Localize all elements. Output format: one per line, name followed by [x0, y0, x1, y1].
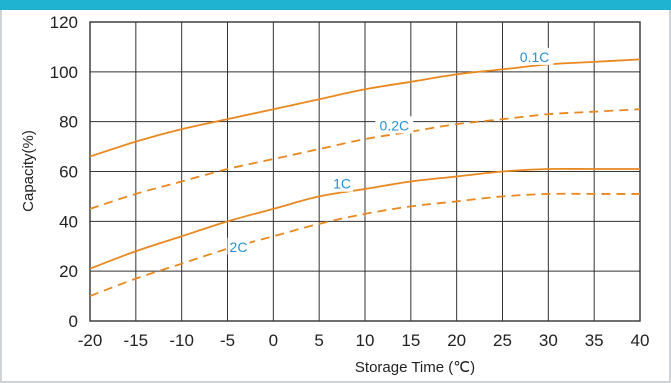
grid: [89, 21, 641, 322]
y-axis-title: Capacity(%): [20, 130, 37, 212]
header-bar: [0, 0, 671, 10]
plot-border: [89, 21, 641, 322]
series-label: 2C: [230, 239, 248, 255]
x-tick-label: -20: [78, 331, 103, 350]
series-labels: 0.1C 0.2C 1C 2C: [227, 47, 554, 255]
x-tick-label: -5: [220, 331, 235, 350]
series-line-1C: [89, 167, 640, 270]
series-label-bg: [375, 116, 414, 134]
x-tick-label: 0: [269, 331, 278, 350]
y-tick-label: 100: [50, 63, 78, 82]
x-tick-label: 5: [314, 331, 323, 350]
x-tick-label: -10: [169, 331, 194, 350]
x-tick-label: 40: [631, 331, 650, 350]
x-tick-label: 15: [401, 331, 420, 350]
y-tick-label: 60: [59, 163, 78, 182]
series-label: 1C: [333, 176, 351, 192]
x-tick-label: 25: [493, 331, 512, 350]
tick-labels: -20 -15 -10 -5 0 5 10 15 20 25 30 35 40 0 20 40 60 80 100 1…: [50, 13, 650, 350]
series-label: 0.2C: [380, 117, 410, 133]
series-label: 0.1C: [520, 49, 550, 65]
x-tick-label: 35: [585, 331, 604, 350]
x-axis-title: Storage Time (℃): [355, 359, 475, 376]
y-tick-label: 0: [69, 312, 78, 331]
y-tick-label: 80: [59, 113, 78, 132]
x-tick-label: 20: [447, 331, 466, 350]
series-label-bg: [515, 47, 554, 65]
series-label-bg: [331, 174, 354, 192]
x-tick-label: 10: [356, 331, 375, 350]
series-line-0_2C: [89, 108, 641, 210]
series-line-2C: [89, 192, 640, 297]
x-tick-label: 30: [539, 331, 558, 350]
y-tick-label: 120: [50, 13, 78, 32]
series-label-bg: [227, 237, 250, 255]
y-tick-label: 40: [59, 212, 78, 231]
y-tick-label: 20: [59, 262, 78, 281]
x-tick-label: -15: [124, 331, 149, 350]
